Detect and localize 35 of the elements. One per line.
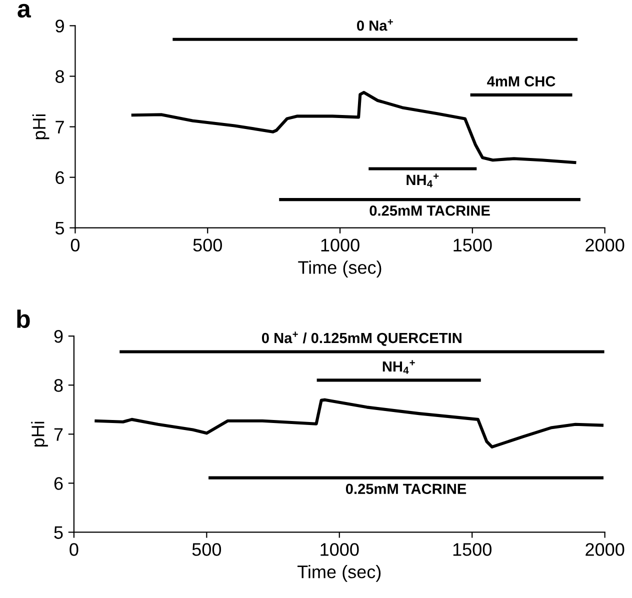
y-tick-label: 8 (54, 379, 63, 392)
x-tick-label: 2000 (586, 238, 624, 252)
y-axis-title: pHi (32, 114, 50, 140)
annotation: 0.25mM TACRINE (370, 205, 490, 216)
x-axis-title: Time (sec) (298, 565, 381, 582)
y-tick-label: 7 (54, 428, 63, 441)
x-tick-label: 500 (193, 238, 222, 252)
y-tick-label: 9 (56, 20, 64, 32)
annotation: 4mM CHC (487, 76, 556, 87)
annotation: NH$_{4}$$^{+}$ (406, 174, 439, 188)
x-tick-label: 1500 (454, 238, 492, 252)
y-tick-label: 6 (56, 171, 64, 184)
x-tick-label: 500 (192, 543, 222, 556)
annotation: 0.25mM TACRINE (346, 484, 466, 494)
line-series (93, 398, 605, 448)
x-tick-label: 0 (70, 238, 80, 252)
line-series (130, 90, 578, 164)
x-tick-label: 1000 (321, 238, 360, 252)
annotation: 0 Na$^{+}$ / 0.125mM QUERCETIN (262, 332, 462, 346)
x-tick-label: 2000 (586, 543, 624, 556)
y-tick-label: 7 (56, 120, 64, 134)
annotation: NH$_{4}$$^{+}$ (382, 360, 415, 374)
y-tick-label: 9 (54, 330, 63, 343)
y-tick-label: 5 (54, 526, 63, 539)
y-axis-title: pHi (31, 422, 48, 447)
annotation: 0 Na$^{+}$ (357, 19, 393, 31)
x-tick-label: 1500 (453, 543, 492, 556)
chart-title: b (17, 310, 30, 328)
y-tick-label: 8 (56, 70, 64, 83)
y-tick-label: 5 (55, 222, 64, 235)
x-tick-label: 0 (70, 543, 78, 556)
x-axis-title: Time (sec) (298, 260, 382, 278)
y-tick-label: 6 (54, 477, 63, 490)
chart-title: a (18, 4, 32, 18)
x-tick-label: 1000 (320, 543, 359, 556)
